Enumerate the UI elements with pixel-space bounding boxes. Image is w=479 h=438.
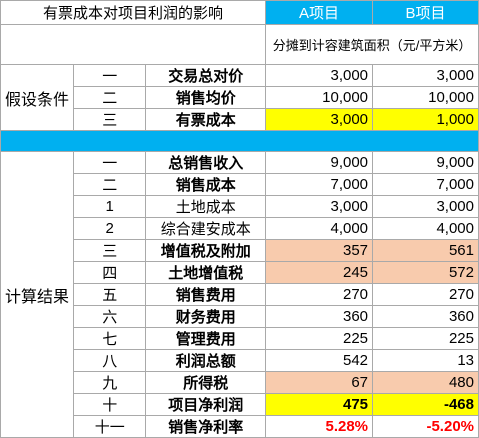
value-b: 225 <box>372 327 479 350</box>
row-item: 利润总额 <box>145 349 267 372</box>
value-b: 10,000 <box>372 86 479 109</box>
value-a: 5.28% <box>265 415 374 438</box>
result-row: 二 销售成本 7,000 7,000 <box>1 173 479 196</box>
row-item: 所得税 <box>145 371 267 394</box>
table-title: 有票成本对项目利润的影响 <box>0 0 267 25</box>
value-a: 67 <box>265 371 374 394</box>
row-item: 综合建安成本 <box>145 217 267 240</box>
row-number: 九 <box>73 371 147 394</box>
row-number: 十一 <box>73 415 147 438</box>
value-b: 7,000 <box>372 173 479 196</box>
value-a: 357 <box>265 239 374 262</box>
row-number: 五 <box>73 283 147 306</box>
header-project-b: B项目 <box>372 0 479 25</box>
value-a: 10,000 <box>265 86 374 109</box>
value-a: 7,000 <box>265 173 374 196</box>
value-a: 4,000 <box>265 217 374 240</box>
row-item: 增值税及附加 <box>145 239 267 262</box>
value-a: 225 <box>265 327 374 350</box>
value-a: 3,000 <box>265 64 374 87</box>
row-number: 一 <box>73 151 147 174</box>
result-row: 十 项目净利润 475 -468 <box>1 393 479 416</box>
value-a: 3,000 <box>265 108 374 131</box>
row-item: 管理费用 <box>145 327 267 350</box>
row-item: 土地成本 <box>145 195 267 218</box>
row-number: 十 <box>73 393 147 416</box>
result-row: 六 财务费用 360 360 <box>1 305 479 328</box>
row-number: 八 <box>73 349 147 372</box>
header-row: 有票成本对项目利润的影响 A项目 B项目 <box>0 0 479 25</box>
assumption-row: 假设条件 一 交易总对价 3,000 3,000 <box>0 64 479 131</box>
row-number: 2 <box>73 217 147 240</box>
row-item: 有票成本 <box>145 108 267 131</box>
row-number: 三 <box>73 239 147 262</box>
row-item: 土地增值税 <box>145 261 267 284</box>
value-a: 360 <box>265 305 374 328</box>
value-a: 475 <box>265 393 374 416</box>
result-row: 四 土地增值税 245 572 <box>1 261 479 284</box>
row-item: 销售均价 <box>145 86 267 109</box>
value-b: 3,000 <box>372 195 479 218</box>
value-a: 3,000 <box>265 195 374 218</box>
value-b: 480 <box>372 371 479 394</box>
row-number: 六 <box>73 305 147 328</box>
value-a: 9,000 <box>265 151 374 174</box>
value-b: 9,000 <box>372 151 479 174</box>
row-item: 销售成本 <box>145 173 267 196</box>
result-row: 计算结果 一 总销售收入 9,000 9,000 <box>0 151 479 438</box>
header-project-a: A项目 <box>265 0 374 25</box>
value-b: 13 <box>372 349 479 372</box>
row-number: 三 <box>73 108 147 131</box>
value-a: 542 <box>265 349 374 372</box>
value-b: 270 <box>372 283 479 306</box>
value-b: 561 <box>372 239 479 262</box>
value-b: 4,000 <box>372 217 479 240</box>
row-item: 项目净利润 <box>145 393 267 416</box>
section-separator <box>0 130 479 152</box>
row-number: 一 <box>73 64 147 87</box>
value-b: 360 <box>372 305 479 328</box>
row-number: 七 <box>73 327 147 350</box>
row-item: 销售费用 <box>145 283 267 306</box>
value-b: -5.20% <box>372 415 479 438</box>
result-row: 八 利润总额 542 13 <box>1 349 479 372</box>
row-item: 销售净利率 <box>145 415 267 438</box>
result-row: 七 管理费用 225 225 <box>1 327 479 350</box>
value-b: 3,000 <box>372 64 479 87</box>
unit-row: 分摊到计容建筑面积（元/平方米） <box>0 24 479 65</box>
value-b: -468 <box>372 393 479 416</box>
row-number: 1 <box>73 195 147 218</box>
row-item: 交易总对价 <box>145 64 267 87</box>
row-number: 二 <box>73 173 147 196</box>
value-b: 1,000 <box>372 108 479 131</box>
row-number: 二 <box>73 86 147 109</box>
value-a: 270 <box>265 283 374 306</box>
value-a: 245 <box>265 261 374 284</box>
value-b: 572 <box>372 261 479 284</box>
row-item: 总销售收入 <box>145 151 267 174</box>
result-row: 十一 销售净利率 5.28% -5.20% <box>1 415 479 438</box>
separator-bar <box>0 130 479 152</box>
assumptions-section-label: 假设条件 <box>0 64 75 131</box>
results-section-label: 计算结果 <box>0 151 75 438</box>
result-row: 2 综合建安成本 4,000 4,000 <box>1 217 479 240</box>
row-number: 四 <box>73 261 147 284</box>
unit-note: 分摊到计容建筑面积（元/平方米） <box>265 24 479 65</box>
unit-row-blank <box>0 24 267 65</box>
row-item: 财务费用 <box>145 305 267 328</box>
